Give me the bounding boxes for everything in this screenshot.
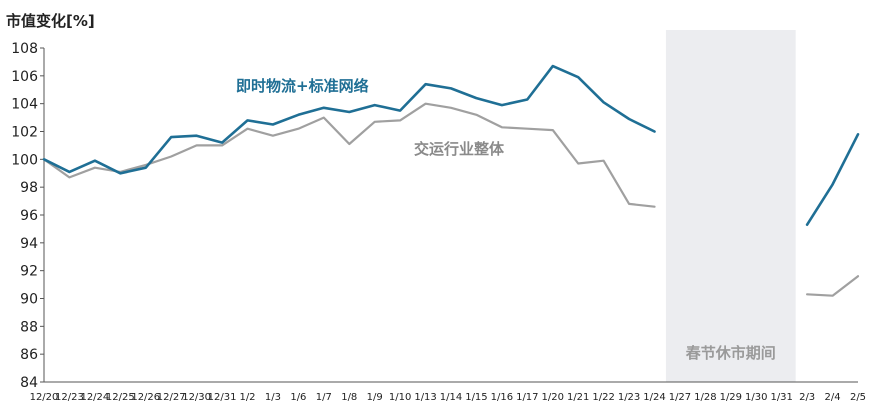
- x-tick-label: 1/7: [316, 392, 332, 403]
- x-tick-label: 12/26: [131, 392, 160, 403]
- x-tick-label: 2/5: [850, 392, 866, 403]
- y-tick-label: 98: [20, 180, 38, 196]
- series-label-express-standard: 即时物流+标准网络: [236, 77, 369, 95]
- x-tick-label: 1/24: [643, 392, 665, 403]
- x-tick-label: 1/8: [341, 392, 357, 403]
- x-tick-label: 1/17: [516, 392, 538, 403]
- x-tick-label: 1/28: [694, 392, 716, 403]
- x-tick-label: 1/27: [669, 392, 691, 403]
- x-tick-label: 2/4: [825, 392, 841, 403]
- holiday-shade: [665, 30, 796, 382]
- x-tick-label: 1/14: [440, 392, 462, 403]
- series-line-express-standard-segment-1: [42, 64, 656, 175]
- y-tick-label: 90: [20, 292, 38, 308]
- y-tick-label: 86: [20, 347, 38, 363]
- x-tick-label: 1/22: [592, 392, 614, 403]
- x-tick-label: 1/13: [414, 392, 436, 403]
- x-tick-label: 1/15: [465, 392, 487, 403]
- x-tick-label: 1/9: [367, 392, 383, 403]
- series-line-transport-total-segment-2: [806, 275, 860, 297]
- x-tick-label: 1/6: [290, 392, 306, 403]
- y-tick-label: 108: [11, 41, 38, 57]
- x-tick-label: 12/20: [30, 392, 59, 403]
- series-label-transport-total: 交运行业整体: [414, 140, 505, 158]
- y-tick-label: 96: [20, 208, 38, 224]
- x-tick-label: 1/21: [567, 392, 589, 403]
- x-tick-label: 2/3: [799, 392, 815, 403]
- y-tick-label: 84: [20, 375, 38, 391]
- y-tick-label: 88: [20, 319, 38, 335]
- y-tick-label: 106: [11, 69, 38, 85]
- x-tick-label: 1/20: [542, 392, 564, 403]
- y-tick-label: 104: [11, 97, 38, 113]
- holiday-shade-label: 春节休市期间: [686, 344, 776, 362]
- x-tick-label: 12/31: [208, 392, 237, 403]
- x-tick-label: 1/2: [239, 392, 255, 403]
- series-line-transport-total-segment-1: [42, 102, 656, 208]
- x-tick-label: 12/30: [182, 392, 211, 403]
- x-tick-label: 12/27: [157, 392, 186, 403]
- x-tick-label: 12/25: [106, 392, 135, 403]
- x-tick-label: 1/23: [618, 392, 640, 403]
- y-tick-label: 94: [20, 236, 38, 252]
- x-tick-label: 12/24: [80, 392, 109, 403]
- x-tick-label: 1/30: [745, 392, 767, 403]
- x-tick-label: 1/31: [770, 392, 792, 403]
- y-tick-label: 102: [11, 125, 38, 141]
- x-tick-label: 1/10: [389, 392, 411, 403]
- y-axis-title: 市值变化[%]: [6, 12, 95, 30]
- x-tick-label: 12/23: [55, 392, 84, 403]
- x-tick-label: 1/29: [720, 392, 742, 403]
- y-tick-label: 92: [20, 264, 38, 280]
- series-line-express-standard-segment-2: [805, 133, 860, 226]
- x-tick-label: 1/16: [491, 392, 513, 403]
- x-tick-label: 1/3: [265, 392, 281, 403]
- y-tick-label: 100: [11, 152, 38, 168]
